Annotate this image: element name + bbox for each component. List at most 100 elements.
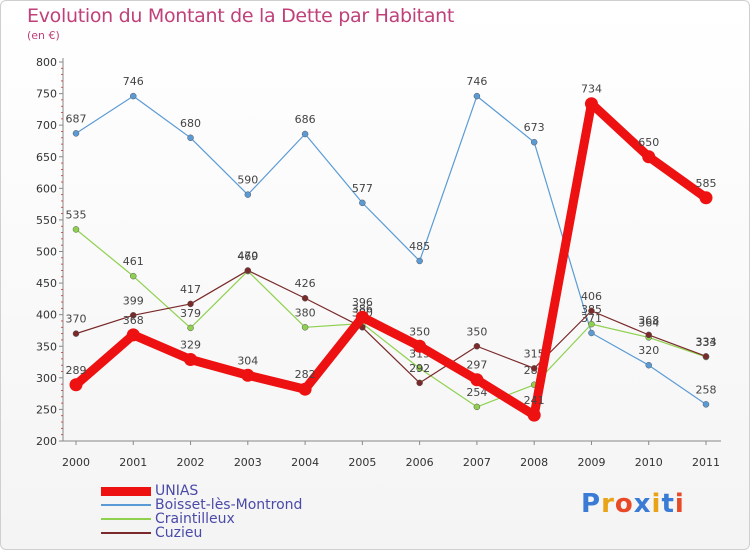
data-label: 333 [696, 336, 717, 349]
legend-swatch [101, 504, 151, 506]
series-line-0 [71, 99, 711, 420]
data-label: 254 [466, 386, 487, 399]
y-tick-label: 650 [36, 151, 57, 164]
x-tick-label: 2006 [406, 456, 434, 469]
data-label: 297 [466, 359, 487, 372]
data-label: 289 [66, 364, 87, 377]
data-point [241, 368, 255, 382]
data-label: 399 [123, 294, 144, 307]
data-point [72, 226, 80, 233]
data-point [699, 191, 713, 205]
y-tick-label: 500 [36, 246, 57, 259]
data-label: 282 [295, 368, 316, 381]
data-point [184, 353, 198, 367]
data-point [416, 365, 423, 372]
data-point [126, 328, 140, 342]
data-label: 258 [696, 383, 717, 396]
legend-swatch [101, 518, 151, 520]
data-label: 470 [237, 249, 258, 262]
data-point [187, 324, 194, 332]
data-label: 370 [66, 313, 87, 326]
y-tick-label: 700 [36, 119, 57, 132]
data-point [130, 92, 137, 100]
data-point [584, 97, 598, 111]
y-tick-label: 400 [36, 309, 57, 322]
data-label: 426 [295, 277, 316, 290]
data-label: 368 [123, 314, 144, 327]
x-tick-label: 2011 [692, 456, 720, 469]
legend-swatch [101, 532, 151, 534]
data-label: 371 [581, 312, 602, 325]
data-point [527, 408, 541, 422]
data-label: 368 [638, 314, 659, 327]
data-label: 485 [409, 240, 430, 253]
data-label: 680 [180, 117, 201, 130]
data-point [72, 330, 80, 337]
data-point [702, 353, 710, 360]
chart-subtitle: (en €) [27, 29, 60, 42]
data-label: 469 [237, 250, 258, 263]
data-label: 746 [466, 75, 487, 88]
data-label: 364 [638, 316, 659, 329]
data-label: 406 [581, 290, 602, 303]
legend-swatch [101, 486, 151, 496]
data-label: 241 [524, 394, 545, 407]
data-label: 590 [237, 174, 258, 187]
data-point [359, 199, 366, 207]
data-label: 292 [409, 362, 430, 375]
data-point [588, 329, 595, 337]
proxiti-logo: Proxiti [581, 489, 685, 519]
data-label: 734 [581, 83, 602, 96]
legend: UNIAS Boisset-lès-Montrond Craintilleux Cuz… [101, 484, 302, 540]
legend-label: Craintilleux [155, 511, 235, 527]
data-label: 380 [295, 306, 316, 319]
data-point [588, 320, 595, 328]
x-tick-label: 2000 [62, 456, 90, 469]
data-point [187, 134, 194, 142]
y-tick-label: 350 [36, 340, 57, 353]
data-point [645, 361, 652, 369]
data-point [355, 310, 369, 324]
legend-label: Cuzieu [155, 525, 203, 541]
data-point [301, 294, 309, 302]
data-point [473, 92, 481, 100]
y-tick-label: 250 [36, 403, 57, 416]
data-label: 585 [696, 177, 717, 190]
data-label: 334 [696, 335, 717, 348]
data-point [187, 300, 194, 308]
legend-item: UNIAS [101, 484, 302, 498]
x-tick-label: 2003 [234, 456, 262, 469]
y-tick-label: 300 [36, 372, 57, 385]
x-tick-label: 2008 [520, 456, 548, 469]
x-tick-label: 2002 [177, 456, 205, 469]
data-label: 686 [295, 113, 316, 126]
data-point [69, 378, 83, 392]
data-point [301, 130, 309, 138]
x-tick-label: 2005 [348, 456, 376, 469]
data-point [470, 373, 484, 387]
series-line-3 [75, 269, 707, 384]
data-point [244, 191, 252, 198]
x-tick-label: 2009 [577, 456, 605, 469]
data-label: 746 [123, 75, 144, 88]
data-label: 687 [66, 112, 87, 125]
data-label: 350 [466, 325, 487, 338]
y-tick-label: 450 [36, 277, 57, 290]
y-tick-label: 200 [36, 435, 57, 448]
data-label: 673 [524, 121, 545, 134]
data-label: 417 [180, 283, 201, 296]
data-point [588, 307, 595, 315]
data-point [642, 150, 656, 164]
data-label: 315 [524, 347, 545, 360]
data-point [298, 382, 312, 396]
data-point [416, 379, 423, 387]
data-point [72, 130, 80, 137]
y-tick-label: 600 [36, 182, 57, 195]
data-point [530, 138, 538, 146]
series-line-2 [75, 228, 707, 408]
x-tick-label: 2001 [119, 456, 147, 469]
data-point [130, 272, 137, 280]
data-label: 535 [66, 208, 87, 221]
